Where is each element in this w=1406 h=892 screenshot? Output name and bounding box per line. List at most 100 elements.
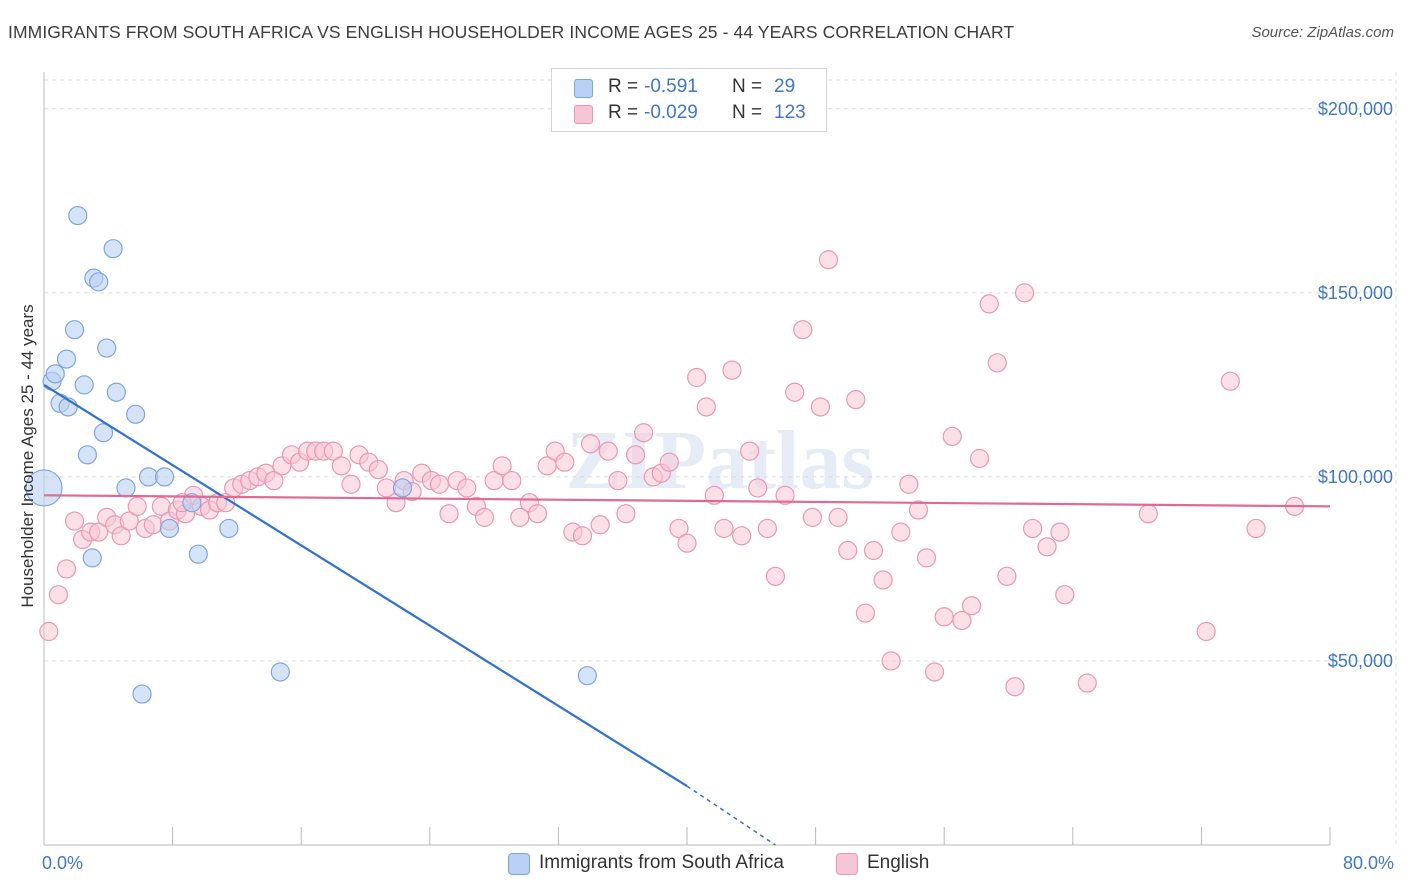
y-tick-label: $100,000 — [1318, 467, 1393, 487]
south-africa-point — [154, 467, 175, 487]
english-point — [677, 533, 697, 553]
english-point — [714, 518, 734, 539]
english-point — [838, 540, 858, 561]
south-africa-point — [138, 467, 159, 487]
english-point — [39, 621, 59, 642]
y-axis-label: Householder Income Ages 25 - 44 years — [18, 304, 37, 607]
south-africa-point — [82, 548, 102, 568]
english-point — [863, 540, 884, 561]
english-point — [659, 452, 679, 472]
south-africa-point — [577, 666, 597, 686]
english-point — [48, 585, 69, 605]
english-point — [56, 559, 77, 579]
english-point — [590, 515, 610, 535]
english-point — [368, 459, 388, 480]
english-point — [818, 250, 839, 270]
south-africa-point — [219, 518, 239, 539]
english-point — [748, 478, 768, 498]
legend-r-value: -0.591 — [644, 76, 698, 97]
english-points — [39, 250, 1305, 697]
english-point — [127, 496, 147, 516]
english-point — [979, 294, 999, 314]
english-point — [625, 445, 646, 465]
english-point — [1014, 283, 1035, 303]
y-tick-label: $50,000 — [1328, 651, 1393, 671]
english-point — [457, 478, 477, 498]
english-point — [1220, 371, 1240, 391]
english-point — [722, 360, 742, 380]
south-africa-point — [45, 364, 65, 384]
south-africa-points — [25, 205, 597, 704]
english-point — [1246, 518, 1266, 539]
y-tick-label: $150,000 — [1318, 283, 1393, 303]
south-africa-point — [56, 349, 77, 369]
legend-r-value: -0.029 — [644, 102, 698, 123]
english-point — [669, 518, 689, 539]
south-africa-point — [132, 684, 152, 704]
english-point — [323, 441, 343, 461]
south-africa-trend-extension — [686, 785, 776, 846]
english-point — [793, 320, 813, 340]
english-point — [899, 474, 919, 494]
legend-swatch-blue — [508, 853, 530, 875]
legend-n-value: 29 — [774, 76, 796, 97]
english-point — [555, 452, 575, 472]
y-tick-label: $200,000 — [1318, 99, 1393, 119]
english-point — [89, 522, 109, 542]
english-point — [119, 511, 139, 531]
english-trend-line — [43, 494, 1331, 508]
english-point — [616, 504, 636, 524]
south-africa-point — [93, 423, 114, 443]
legend-n-label: N = — [732, 76, 763, 97]
english-point — [1077, 673, 1097, 693]
english-point — [143, 515, 163, 535]
trend-lines — [43, 383, 1331, 846]
english-point — [1037, 537, 1057, 557]
english-point — [942, 426, 962, 447]
english-point — [757, 518, 777, 539]
south-africa-point — [97, 338, 117, 358]
legend-swatch-blue — [574, 79, 593, 98]
english-point — [891, 522, 911, 542]
english-point — [474, 507, 495, 527]
legend-label-south-africa: Immigrants from South Africa — [539, 852, 784, 873]
english-point — [704, 485, 724, 505]
english-point — [608, 470, 628, 491]
legend-n-value: 123 — [774, 102, 806, 123]
english-point — [1023, 518, 1043, 539]
english-point — [492, 456, 512, 476]
english-point — [740, 441, 760, 461]
english-point — [924, 662, 945, 682]
x-tick-labels: 0.0% 80.0% — [42, 853, 1394, 873]
south-africa-point — [25, 469, 63, 507]
legend-r-label: R = — [608, 76, 639, 97]
south-africa-trend-line — [43, 383, 688, 788]
south-africa-point — [188, 544, 208, 564]
y-tick-labels: $50,000 $100,000 $150,000 $200,000 — [1318, 99, 1393, 671]
english-point — [997, 566, 1017, 586]
english-point — [264, 470, 284, 491]
english-point — [969, 448, 990, 469]
english-point — [908, 500, 929, 520]
english-point — [934, 607, 954, 627]
x-tick-label: 0.0% — [42, 853, 83, 873]
south-africa-point — [116, 478, 136, 498]
legend-swatch-pink — [574, 105, 593, 124]
english-point — [1138, 504, 1158, 524]
english-point — [696, 397, 716, 417]
south-africa-point — [182, 493, 202, 513]
south-africa-point — [126, 404, 146, 424]
english-point — [111, 526, 131, 546]
english-point — [1055, 585, 1075, 605]
south-africa-point — [68, 205, 88, 226]
english-point — [527, 504, 548, 524]
english-point — [502, 470, 522, 491]
english-point — [881, 651, 901, 671]
english-point — [341, 474, 361, 494]
english-point — [64, 511, 85, 531]
english-point — [802, 507, 822, 527]
english-point — [331, 456, 351, 476]
south-africa-point — [392, 478, 413, 498]
english-point — [916, 548, 937, 568]
